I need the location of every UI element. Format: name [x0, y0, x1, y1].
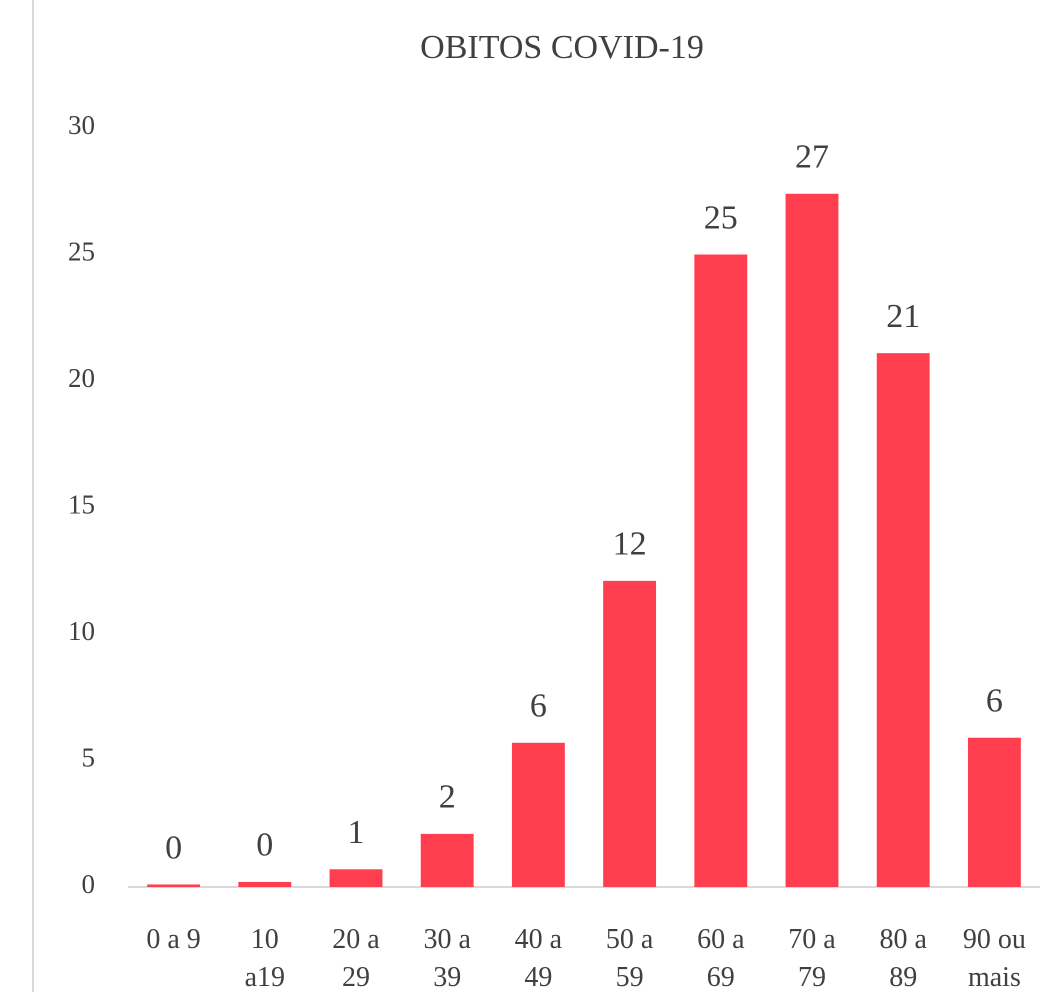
- bar: [329, 869, 383, 887]
- x-tick-line: 79: [798, 962, 826, 992]
- x-tick-line: 80 a: [879, 924, 927, 955]
- x-tick-label: 90 ou mais: [963, 924, 1026, 992]
- x-tick-line: a19: [245, 962, 285, 992]
- bar: [238, 881, 292, 887]
- y-tick-label: 15: [68, 490, 95, 520]
- bar: [420, 833, 474, 887]
- x-tick-label: 50 a 59: [606, 924, 654, 992]
- x-tick-line: 90 ou: [963, 924, 1026, 955]
- x-tick-line: 20 a: [332, 924, 380, 955]
- x-tick-line: 59: [616, 962, 644, 992]
- bar: [876, 353, 930, 887]
- value-label: 25: [704, 199, 738, 236]
- x-tick-label: 0 a 9: [146, 924, 200, 955]
- bar: [603, 580, 657, 887]
- x-tick-label: 70 a 79: [788, 924, 836, 992]
- x-tick-label: 40 a 49: [515, 924, 563, 992]
- x-tick-line: 0 a 9: [146, 924, 200, 955]
- y-tick-label: 10: [68, 616, 95, 646]
- y-tick-label: 20: [68, 363, 95, 393]
- value-label: 0: [256, 827, 273, 864]
- x-tick-line: 89: [889, 962, 917, 992]
- bar: [694, 254, 748, 887]
- y-tick-label: 0: [82, 869, 96, 899]
- value-label: 1: [348, 814, 365, 851]
- value-label: 12: [613, 526, 647, 563]
- y-tick-label: 30: [68, 110, 95, 140]
- x-tick-line: 49: [524, 962, 552, 992]
- x-tick-line: mais: [968, 962, 1021, 992]
- value-label: 6: [530, 688, 547, 725]
- x-tick-label: 10 a19: [245, 924, 285, 992]
- x-tick-line: 50 a: [606, 924, 654, 955]
- bar: [511, 742, 565, 887]
- y-tick-label: 5: [82, 743, 96, 773]
- x-tick-line: 10: [251, 924, 279, 955]
- x-tick-line: 40 a: [515, 924, 563, 955]
- value-label: 0: [165, 829, 182, 866]
- x-tick-line: 30 a: [423, 924, 471, 955]
- bar: [967, 737, 1021, 887]
- bar: [147, 884, 201, 887]
- bar: [785, 193, 839, 887]
- x-tick-line: 60 a: [697, 924, 745, 955]
- value-label: 21: [886, 298, 920, 335]
- value-label: 27: [795, 139, 829, 176]
- y-tick-label: 25: [68, 237, 95, 267]
- x-tick-line: 29: [342, 962, 370, 992]
- value-label: 6: [986, 683, 1003, 720]
- chart-title: OBITOS COVID-19: [420, 29, 704, 66]
- x-tick-label: 60 a 69: [697, 924, 745, 992]
- value-label: 2: [439, 779, 456, 816]
- x-tick-line: 69: [707, 962, 735, 992]
- x-tick-label: 20 a 29: [332, 924, 380, 992]
- x-tick-label: 80 a 89: [879, 924, 927, 992]
- x-tick-line: 70 a: [788, 924, 836, 955]
- x-tick-label: 30 a 39: [423, 924, 471, 992]
- x-tick-line: 39: [433, 962, 461, 992]
